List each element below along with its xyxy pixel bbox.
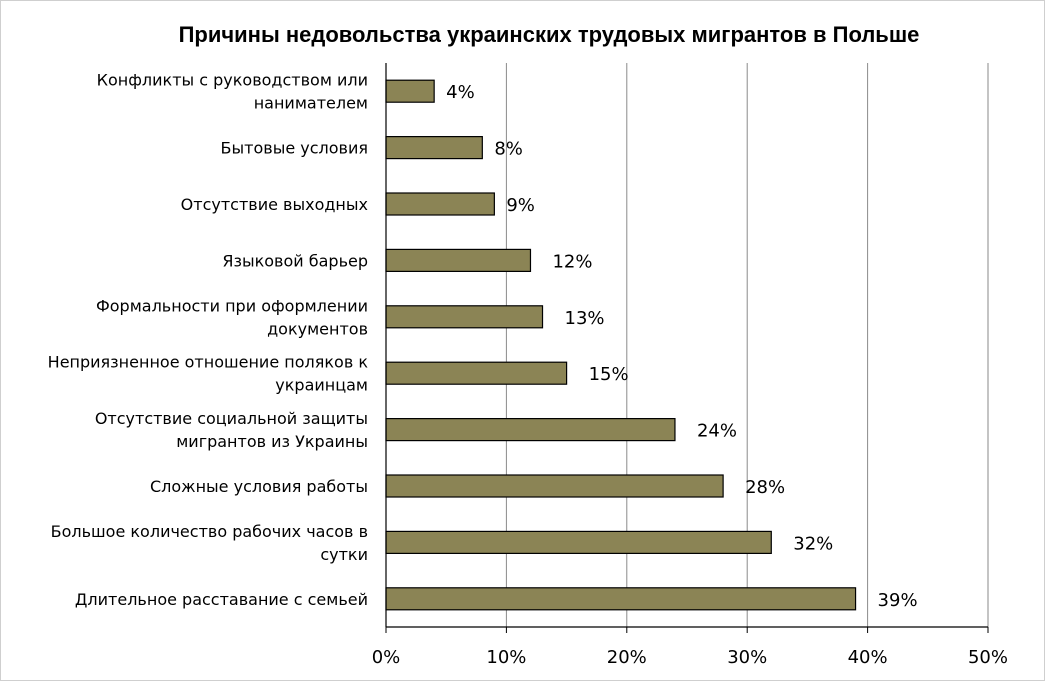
category-label-line: Бытовые условия: [221, 139, 368, 158]
category-label-line: Конфликты с руководством или: [97, 71, 368, 90]
chart-title: Причины недовольства украинских трудовых…: [179, 22, 920, 47]
data-label: 4%: [446, 82, 475, 103]
category-label: Большое количество рабочих часов в сутки: [51, 522, 368, 564]
data-label: 15%: [589, 364, 629, 385]
x-tick-labels: 0% 10% 20% 30% 40% 50%: [372, 647, 1008, 668]
bar: [385, 418, 676, 442]
category-label-line: нанимателем: [254, 94, 368, 113]
category-label-line: Большое количество рабочих часов в: [51, 522, 368, 541]
x-tick-label: 40%: [848, 647, 888, 668]
data-label: 28%: [745, 477, 785, 498]
category-label-line: мигрантов из Украины: [176, 432, 368, 451]
bar: [385, 79, 435, 103]
category-label-line: документов: [267, 319, 368, 338]
x-tick-label: 50%: [968, 647, 1008, 668]
category-label: Сложные условия работы: [150, 477, 368, 496]
category-label-line: Отсутствие социальной защиты: [95, 409, 368, 428]
bar: [385, 361, 568, 385]
category-label-line: украинцам: [275, 376, 368, 395]
bar: [385, 192, 495, 216]
axes: [385, 63, 989, 633]
category-label: Неприязненное отношение поляков к украинц…: [48, 353, 369, 395]
data-label: 8%: [494, 139, 523, 160]
category-label-line: Отсутствие выходных: [181, 195, 368, 214]
bar: [385, 136, 483, 160]
x-tick-label: 0%: [372, 647, 401, 668]
bar: [385, 530, 772, 555]
data-label: 32%: [793, 533, 833, 554]
category-label-line: Неприязненное отношение поляков к: [48, 353, 369, 372]
category-labels: Конфликты с руководством или нанимателем Б…: [48, 71, 369, 609]
category-label: Языковой барьер: [222, 251, 368, 270]
bar: [385, 474, 724, 498]
category-label-line: Языковой барьер: [222, 251, 368, 270]
category-label-line: Сложные условия работы: [150, 477, 368, 496]
category-label: Бытовые условия: [221, 139, 368, 158]
category-label: Отсутствие выходных: [181, 195, 368, 214]
data-label: 39%: [878, 590, 918, 611]
category-label: Отсутствие социальной защиты мигрантов из…: [95, 409, 368, 451]
data-label: 13%: [565, 308, 605, 329]
category-label: Формальности при оформлении документов: [96, 296, 368, 338]
bar: [385, 587, 857, 611]
category-label: Конфликты с руководством или нанимателем: [97, 71, 368, 113]
bars: [385, 79, 857, 611]
data-label: 9%: [506, 195, 535, 216]
x-tick-label: 20%: [607, 647, 647, 668]
x-tick-label: 10%: [486, 647, 526, 668]
bar: [385, 248, 532, 272]
data-label: 24%: [697, 421, 737, 442]
x-tick-label: 30%: [727, 647, 767, 668]
category-label: Длительное расставание с семьей: [75, 590, 368, 609]
category-label-line: Формальности при оформлении: [96, 296, 368, 315]
bar: [385, 305, 544, 329]
category-label-line: сутки: [320, 545, 368, 564]
value-labels: 4% 8% 9% 12% 13% 15% 24% 28% 32% 39%: [446, 82, 917, 611]
category-label-line: Длительное расставание с семьей: [75, 590, 368, 609]
data-label: 12%: [552, 251, 592, 272]
